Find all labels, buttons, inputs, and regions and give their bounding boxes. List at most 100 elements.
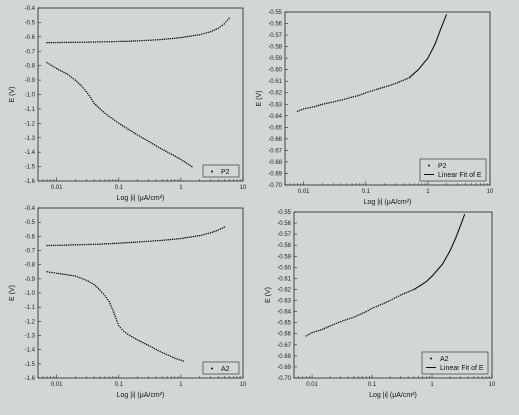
data-point xyxy=(390,84,392,86)
legend-box xyxy=(421,351,489,375)
data-point xyxy=(311,106,314,108)
data-point xyxy=(187,163,189,165)
data-point xyxy=(116,121,118,123)
data-point xyxy=(52,244,55,247)
x-tick-label: 1 xyxy=(179,185,183,191)
data-point xyxy=(138,339,141,342)
chart-panel-4: -0.55 -0.56 -0.57 -0.58 -0.59 -0.60 -0.61 -0.62… xyxy=(265,210,496,399)
data-point xyxy=(74,41,77,44)
y-tick-label: -1.1 xyxy=(25,107,36,113)
data-point xyxy=(383,86,386,88)
data-point xyxy=(165,38,168,40)
data-point xyxy=(92,100,94,102)
data-point xyxy=(178,37,180,39)
data-point xyxy=(81,243,83,246)
data-point xyxy=(329,325,331,327)
data-point xyxy=(150,141,152,144)
data-point xyxy=(165,239,168,241)
legend-entry: P2 xyxy=(438,163,447,170)
data-point xyxy=(76,80,78,83)
data-point xyxy=(145,39,148,42)
legend: A2 Linear Fit of E xyxy=(421,351,489,375)
data-point xyxy=(298,109,301,112)
data-point xyxy=(142,137,144,139)
data-point xyxy=(100,291,103,293)
data-point xyxy=(104,41,106,43)
data-point xyxy=(150,240,152,242)
data-point xyxy=(182,360,185,362)
data-point xyxy=(105,296,108,299)
data-point xyxy=(397,295,400,297)
y-tick-label: -0.67 xyxy=(268,148,282,154)
data-point xyxy=(61,244,64,246)
legend-point-swatch xyxy=(430,357,432,360)
data-point xyxy=(118,122,120,125)
data-point xyxy=(385,301,388,303)
data-point xyxy=(381,303,384,305)
y-tick-label: -1.0 xyxy=(25,291,36,297)
data-point xyxy=(196,235,199,237)
data-point xyxy=(116,320,118,322)
data-point xyxy=(392,83,394,85)
data-point xyxy=(90,98,93,101)
data-point xyxy=(113,313,116,315)
legend-point-swatch xyxy=(211,367,213,370)
x-tick-label: 0.1 xyxy=(362,189,371,195)
data-point xyxy=(196,34,199,36)
data-point xyxy=(128,334,131,337)
data-point xyxy=(381,86,384,89)
data-point xyxy=(156,38,159,41)
data-point xyxy=(163,38,166,40)
data-point xyxy=(124,40,126,43)
y-tick-label: -0.66 xyxy=(277,332,291,338)
data-point xyxy=(153,144,156,146)
data-point xyxy=(205,233,207,235)
data-point xyxy=(203,32,205,35)
data-point xyxy=(217,229,220,231)
data-point xyxy=(317,104,320,107)
data-point xyxy=(354,95,357,97)
data-point xyxy=(114,315,116,318)
data-point xyxy=(165,353,168,356)
data-point xyxy=(188,35,190,38)
x-tick-label: 0.01 xyxy=(51,185,63,191)
chart-panel-1: -0.4 -0.5 -0.6 -0.7 -0.8 -0.9 -1.0 -1.1 -1.2 -1.3… xyxy=(9,6,247,202)
data-point xyxy=(333,323,336,325)
y-tick-label: -0.8 xyxy=(25,64,36,70)
data-point xyxy=(201,234,203,236)
data-point xyxy=(168,152,171,155)
data-point xyxy=(387,300,389,303)
data-point xyxy=(65,41,68,44)
data-point xyxy=(339,99,341,101)
data-point xyxy=(377,87,380,90)
data-point xyxy=(88,243,90,246)
legend-box xyxy=(202,361,240,375)
data-point xyxy=(133,131,135,134)
data-point xyxy=(348,317,351,320)
data-point xyxy=(151,346,154,349)
data-point xyxy=(367,91,369,93)
data-point xyxy=(55,41,57,44)
data-point xyxy=(52,65,54,67)
data-point xyxy=(363,92,365,95)
data-point xyxy=(331,324,333,326)
data-point xyxy=(117,322,119,324)
data-point xyxy=(315,105,318,107)
data-point xyxy=(154,240,157,242)
data-point xyxy=(136,241,139,243)
data-point xyxy=(112,309,114,311)
data-point xyxy=(127,128,129,130)
data-point xyxy=(77,82,80,84)
data-point xyxy=(60,273,62,275)
data-point xyxy=(165,150,167,153)
data-point xyxy=(194,235,197,238)
data-point xyxy=(174,155,177,158)
data-point xyxy=(375,88,378,91)
data-point xyxy=(97,243,99,245)
data-point xyxy=(379,303,382,306)
data-point xyxy=(296,110,299,112)
data-point xyxy=(192,34,195,37)
data-point xyxy=(120,242,122,244)
data-point xyxy=(369,308,371,311)
data-point xyxy=(68,274,70,276)
